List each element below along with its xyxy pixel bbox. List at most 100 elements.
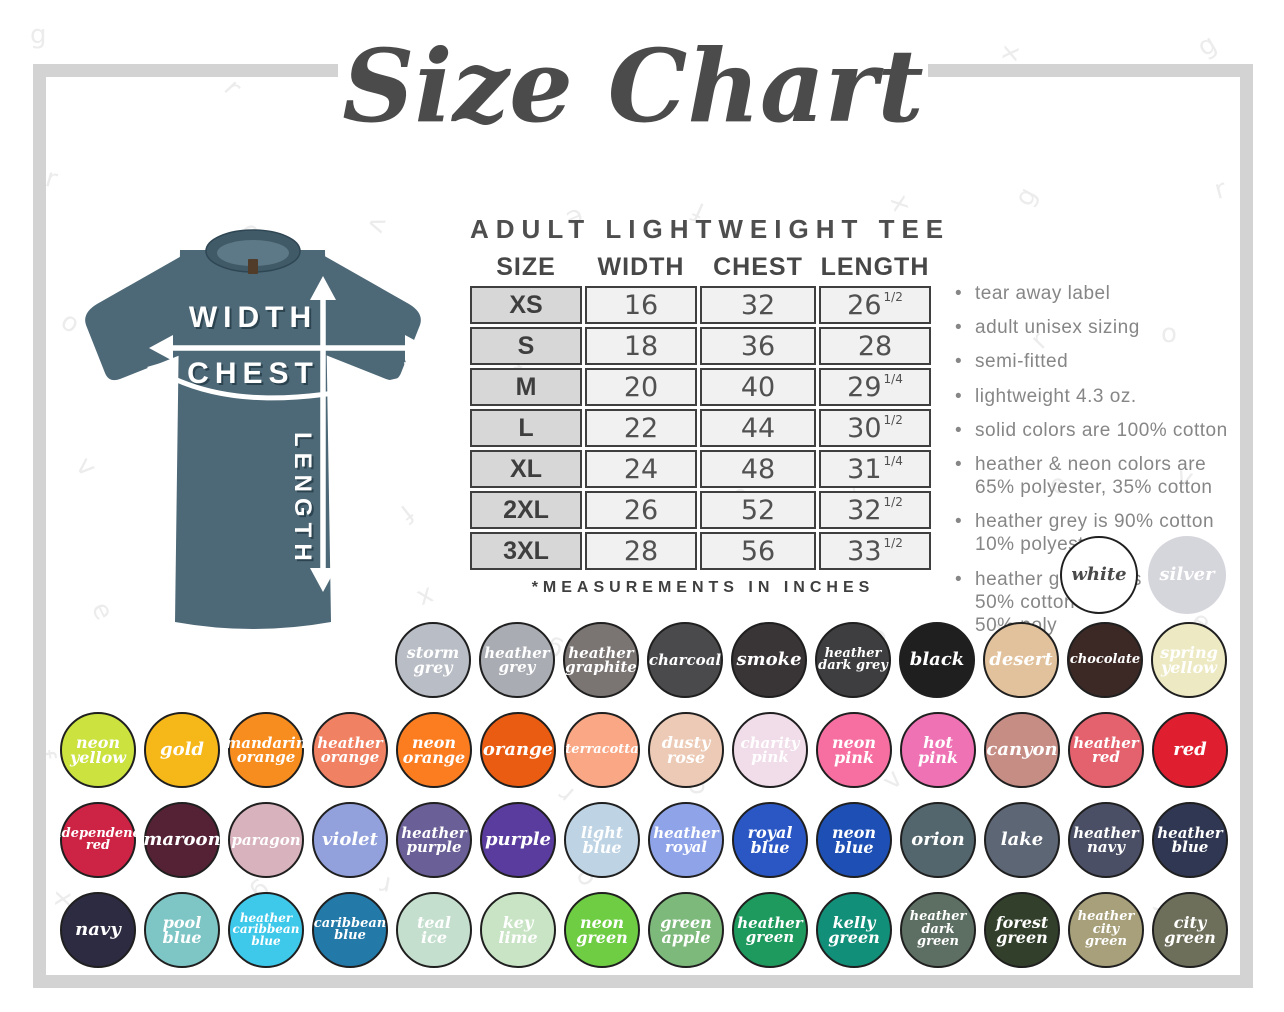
color-swatch-hot-pink: hot pink — [900, 712, 976, 788]
swatch-label: blue — [334, 928, 366, 943]
tshirt-body — [175, 250, 331, 629]
size-cell: L — [470, 409, 582, 447]
width-label-shadow: WIDTH — [191, 303, 319, 336]
swatch-label: caribbean — [313, 915, 387, 931]
bullet-line: adult unisex sizing — [975, 317, 1140, 339]
color-swatch-orange: orange — [480, 712, 556, 788]
color-swatch-neon-green: neon green — [564, 892, 640, 968]
length-fraction: 1/4 — [883, 454, 903, 468]
color-swatch-terracotta: terracotta — [564, 712, 640, 788]
color-swatch-heather-dark-grey: heather dark grey — [815, 622, 891, 698]
swatch-label: violet — [322, 829, 378, 851]
title-banner: Size Chart — [338, 0, 928, 172]
swatch-label: royal — [664, 838, 708, 856]
color-swatch-heather-blue: heather blue — [1152, 802, 1228, 878]
color-swatch-neon-orange: neon orange — [396, 712, 472, 788]
page-title: Size Chart — [342, 27, 924, 145]
bullet-item: solid colors are 100% cotton — [955, 419, 1255, 442]
color-swatch-dusty-rose: dusty rose — [648, 712, 724, 788]
swatch-label: green — [996, 928, 1048, 947]
width-arrowhead-left — [149, 335, 173, 361]
color-swatch-black: black — [899, 622, 975, 698]
color-swatch-caribbean-blue: caribbean blue — [312, 892, 388, 968]
swatch-label: pink — [834, 748, 874, 767]
swatch-label: navy — [75, 919, 121, 941]
watermark-letter: g — [1192, 28, 1223, 64]
swatch-label: green — [1164, 928, 1216, 947]
color-swatch-gold: gold — [144, 712, 220, 788]
color-swatch-charcoal: charcoal — [647, 622, 723, 698]
length-cell: 29 1/4 — [819, 368, 931, 406]
color-swatch-neon-pink: neon pink — [816, 712, 892, 788]
width-cell: 26 — [585, 491, 697, 529]
col-header-width: WIDTH — [597, 253, 685, 281]
featured-swatches: white silver — [1060, 536, 1226, 614]
width-label: WIDTH — [189, 301, 317, 334]
size-cell: XS — [470, 286, 582, 324]
width-cell: 24 — [585, 450, 697, 488]
swatch-label: blue — [750, 838, 790, 857]
length-label: LENGTH — [289, 432, 316, 567]
swatch-label: heather — [484, 643, 550, 662]
swatch-label: orion — [911, 829, 965, 851]
size-cell: XL — [470, 450, 582, 488]
swatch-label: grey — [413, 658, 453, 677]
width-cell: 16 — [585, 286, 697, 324]
swatch-label: forest — [995, 912, 1049, 932]
swatch-label: navy — [1086, 838, 1126, 856]
swatch-label: neon — [75, 732, 121, 752]
chest-cell: 40 — [700, 368, 816, 406]
swatch-label: apple — [661, 928, 711, 947]
color-swatch-heather-navy: heather navy — [1068, 802, 1144, 878]
bullet-line: semi-fitted — [975, 351, 1069, 373]
length-fraction: 1/2 — [883, 290, 903, 304]
bullet-line: lightweight 4.3 oz. — [975, 385, 1137, 407]
swatch-label: heather — [1073, 733, 1139, 752]
swatch-row-4: navy pool blue heather caribbean blue caribbea… — [60, 892, 1228, 968]
tshirt-right-sleeve — [313, 254, 421, 381]
swatch-label: independence — [47, 825, 149, 841]
length-cell: 31 1/4 — [819, 450, 931, 488]
swatch-label: blue — [251, 933, 281, 948]
swatch-label: lime — [498, 928, 538, 947]
length-cell: 30 1/2 — [819, 409, 931, 447]
tshirt-collar-inside — [217, 240, 289, 266]
color-swatch-navy: navy — [60, 892, 136, 968]
length-cell: 28 — [819, 327, 931, 365]
color-swatch-heather-red: heather red — [1068, 712, 1144, 788]
color-swatch-teal-ice: teal ice — [396, 892, 472, 968]
color-swatch-city-green: city green — [1152, 892, 1228, 968]
swatch-label: grey — [498, 658, 536, 676]
color-swatch-pool-blue: pool blue — [144, 892, 220, 968]
chest-cell: 48 — [700, 450, 816, 488]
swatch-label: purple — [484, 829, 552, 851]
swatch-label: dusty — [661, 732, 711, 752]
color-swatch-heather-dark-green: heather dark green — [900, 892, 976, 968]
color-swatch-heather-purple: heather purple — [396, 802, 472, 878]
chest-cell: 44 — [700, 409, 816, 447]
size-spec-block: ADULT LIGHTWEIGHT TEE SIZE WIDTH CHEST L… — [470, 214, 943, 597]
swatch-label: charcoal — [648, 650, 722, 669]
color-swatch-red: red — [1152, 712, 1228, 788]
swatch-label: key — [502, 912, 534, 932]
swatch-label: heather — [239, 910, 293, 925]
swatch-label: teal — [416, 912, 451, 932]
width-cell: 28 — [585, 532, 697, 570]
swatch-label: neon — [831, 732, 877, 752]
watermark-letter: g — [30, 20, 47, 50]
bullet-line: tear away label — [975, 283, 1111, 304]
color-swatch-heather-orange: heather orange — [312, 712, 388, 788]
color-swatch-heather-graphite: heather graphite — [563, 622, 639, 698]
color-swatch-spring-yellow: spring yellow — [1151, 622, 1227, 698]
color-swatch-white: white — [1060, 536, 1138, 614]
swatch-label: red — [85, 838, 111, 853]
color-swatch-heather-city-green: heather city green — [1068, 892, 1144, 968]
color-swatch-smoke: smoke — [731, 622, 807, 698]
col-header-length: LENGTH — [820, 253, 930, 281]
color-swatch-forest-green: forest green — [984, 892, 1060, 968]
bullet-item: semi-fitted — [955, 350, 1255, 373]
col-header-chest: CHEST — [713, 253, 803, 281]
swatch-label: green — [576, 928, 628, 947]
swatch-label: blue — [834, 838, 874, 857]
measurements-note: *MEASUREMENTS IN INCHES — [531, 579, 875, 596]
